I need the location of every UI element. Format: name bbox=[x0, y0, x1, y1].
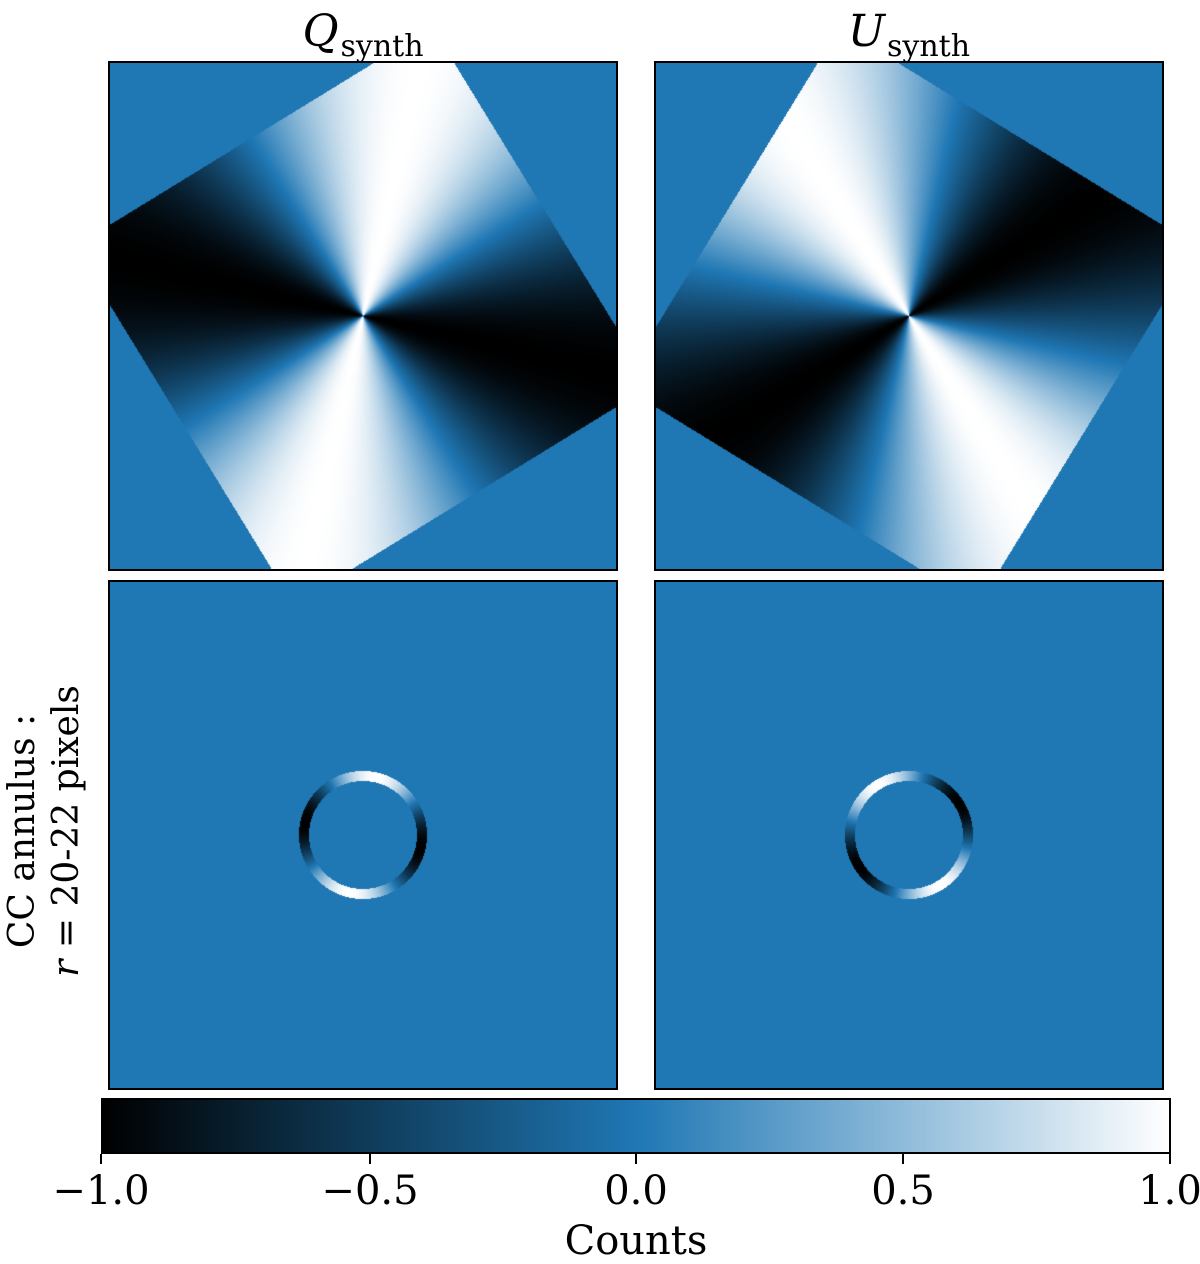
colorbar-tick-label: 0.0 bbox=[604, 1168, 668, 1214]
row-label-rest: = 20-22 pixels bbox=[46, 685, 87, 960]
colorbar-tick-label: 0.5 bbox=[871, 1168, 935, 1214]
row-label-line2: r = 20-22 pixels bbox=[45, 581, 89, 1081]
u-synth-image bbox=[656, 63, 1162, 569]
colorbar-tick bbox=[635, 1154, 637, 1164]
q-synth-image bbox=[110, 63, 616, 569]
colorbar-tick-label: −1.0 bbox=[52, 1168, 150, 1214]
row-label-text: CC annulus : r = 20-22 pixels bbox=[1, 581, 89, 1081]
title-q-synth: Qsynth bbox=[110, 6, 616, 64]
q-annulus-image bbox=[110, 582, 616, 1088]
title-u-main: U bbox=[847, 6, 886, 57]
u-annulus-image bbox=[656, 582, 1162, 1088]
panel-q-synth bbox=[108, 61, 618, 571]
colorbar-tick-label: −0.5 bbox=[321, 1168, 419, 1214]
title-u-synth: Usynth bbox=[656, 6, 1162, 64]
row-label-var: r bbox=[46, 959, 87, 977]
panel-q-annulus bbox=[108, 580, 618, 1090]
colorbar bbox=[101, 1098, 1171, 1154]
panel-u-synth bbox=[654, 61, 1164, 571]
title-q-sub: synth bbox=[340, 29, 424, 64]
row-label-line1: CC annulus : bbox=[2, 713, 43, 949]
colorbar-tick bbox=[1169, 1154, 1171, 1164]
colorbar-tick bbox=[902, 1154, 904, 1164]
panel-u-annulus bbox=[654, 580, 1164, 1090]
colorbar-tick bbox=[369, 1154, 371, 1164]
colorbar-label: Counts bbox=[564, 1218, 708, 1264]
colorbar-tick-label: 1.0 bbox=[1138, 1168, 1200, 1214]
colorbar-tick bbox=[100, 1154, 102, 1164]
title-u-sub: synth bbox=[887, 29, 971, 64]
title-q-main: Q bbox=[302, 6, 339, 57]
